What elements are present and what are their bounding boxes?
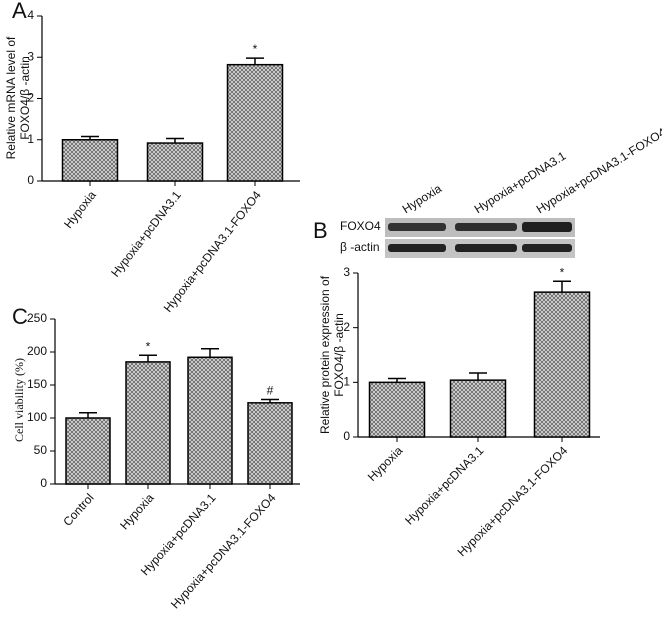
y-tick-label: 1	[343, 375, 350, 389]
y-axis-label: Relative protein expression of	[318, 275, 332, 434]
y-axis-label: FOXO4/β -actin	[18, 56, 32, 140]
bar	[247, 402, 293, 485]
bar	[533, 291, 591, 438]
annotation: *	[560, 265, 565, 279]
bar	[125, 361, 171, 485]
blot	[385, 218, 575, 258]
bar	[187, 356, 233, 485]
y-axis-label: FOXO4/β -actin	[332, 313, 346, 397]
bar	[146, 142, 204, 182]
x-tick-label: Hypoxia+pcDNA3.1-FOXO4	[161, 188, 264, 315]
x-tick-label: Hypoxia	[117, 491, 157, 533]
bar	[368, 381, 426, 438]
bar	[61, 139, 119, 182]
panel-label: C	[12, 304, 28, 329]
y-tick-label: 4	[27, 8, 34, 22]
y-axis-label: Cell viability (%)	[12, 358, 26, 442]
blot-lane-label: Hypoxia+pcDNA3.1-FOXO4	[534, 125, 662, 216]
y-axis-label: Relative mRNA level of	[4, 36, 18, 159]
y-tick-label: 50	[34, 443, 48, 457]
x-tick-label: Hypoxia	[365, 443, 406, 484]
bar	[449, 379, 507, 438]
blot-row-label: FOXO4	[340, 219, 381, 233]
y-tick-label: 3	[343, 265, 350, 279]
blot-lane-label: Hypoxia	[400, 181, 444, 216]
annotation: #	[267, 384, 274, 398]
x-tick-label: Hypoxia	[61, 188, 99, 231]
y-tick-label: 250	[27, 311, 47, 325]
x-tick-label: Hypoxia+pcDNA3.1	[402, 443, 486, 527]
annotation: *	[253, 42, 258, 56]
x-tick-label: Hypoxia+pcDNA3.1	[108, 188, 184, 280]
blot-row-label: β -actin	[340, 240, 380, 254]
y-tick-label: 0	[27, 173, 34, 187]
y-tick-label: 1	[27, 132, 34, 146]
y-tick-label: 2	[27, 91, 34, 105]
panel-label: B	[313, 218, 328, 243]
panel-label: A	[12, 0, 27, 23]
bar	[65, 417, 111, 485]
y-tick-label: 0	[40, 476, 47, 490]
x-tick-label: Hypoxia+pcDNA3.1-FOXO4	[168, 491, 279, 612]
annotation: *	[146, 339, 151, 353]
y-tick-label: 200	[27, 344, 47, 358]
y-tick-label: 150	[27, 377, 47, 391]
y-tick-label: 100	[27, 410, 47, 424]
y-tick-label: 2	[343, 320, 350, 334]
y-tick-label: 0	[343, 429, 350, 443]
y-tick-label: 3	[27, 49, 34, 63]
x-tick-label: Control	[60, 491, 96, 529]
bar	[226, 63, 284, 182]
